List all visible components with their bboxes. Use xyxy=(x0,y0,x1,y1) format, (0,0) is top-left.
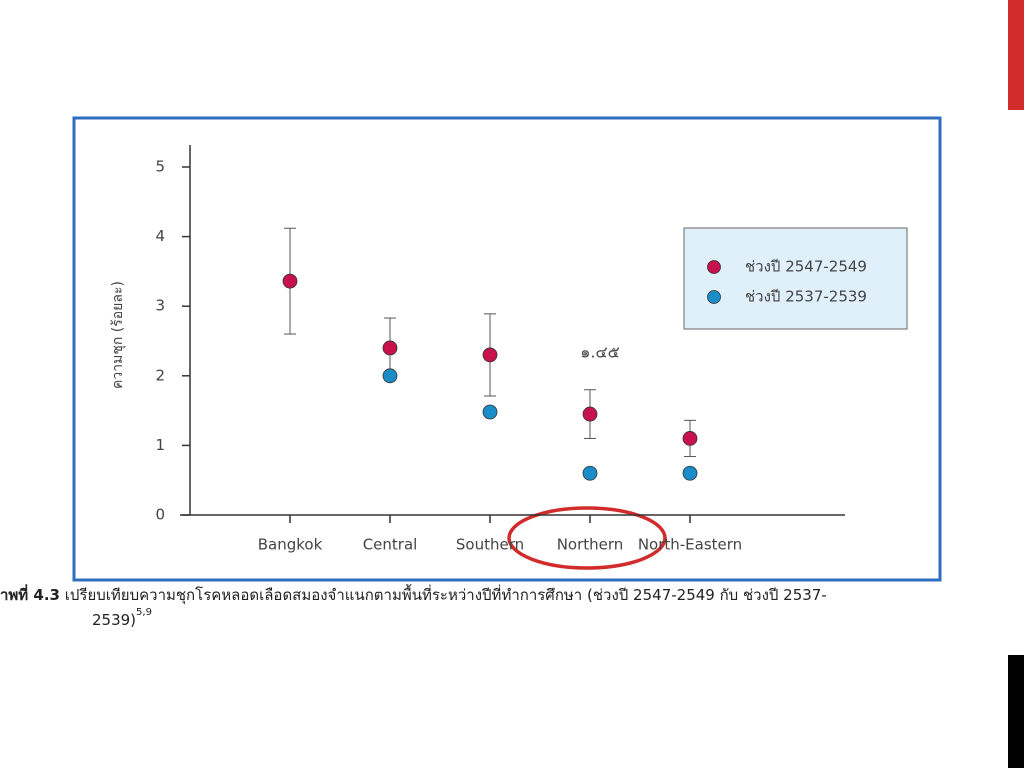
dot xyxy=(382,368,398,384)
caption-ref: 5,9 xyxy=(136,607,152,618)
caption-text: เปรียบเทียบความชุกโรคหลอดเลือดสมองจำแนกต… xyxy=(60,584,827,605)
annotation: ๑.๔๕ xyxy=(580,343,619,362)
y-tick-label: 3 xyxy=(155,297,165,315)
x-tick-label: Bangkok xyxy=(258,536,323,554)
dot xyxy=(682,465,698,481)
x-tick-label: Central xyxy=(363,536,418,554)
caption-label: าพที่ 4.3 xyxy=(0,584,60,604)
dot xyxy=(482,404,498,420)
x-tick-label: Northern xyxy=(557,536,624,554)
dot xyxy=(482,347,498,363)
y-tick-label: 4 xyxy=(155,227,165,245)
legend-marker xyxy=(707,260,721,274)
dot xyxy=(382,340,398,356)
caption: าพที่ 4.3 เปรียบเทียบความชุกโรคหลอดเลือด… xyxy=(0,584,827,605)
y-tick-label: 0 xyxy=(155,506,165,524)
y-tick-label: 5 xyxy=(155,158,165,176)
dot xyxy=(582,465,598,481)
dot xyxy=(282,273,298,289)
legend-label: ช่วงปี 2537-2539 xyxy=(745,288,867,306)
dot xyxy=(582,406,598,422)
legend-marker xyxy=(707,290,721,304)
dot xyxy=(682,431,698,446)
legend-box xyxy=(683,227,908,330)
deco-bar xyxy=(1008,0,1024,110)
chart-frame xyxy=(72,116,942,582)
x-tick-label: North-Eastern xyxy=(638,536,742,554)
x-tick-label: Southern xyxy=(456,536,524,554)
highlight-ellipse xyxy=(507,506,667,570)
y-tick-label: 2 xyxy=(155,366,165,384)
y-tick-label: 1 xyxy=(155,436,165,454)
caption-text: 2539) xyxy=(92,611,136,629)
legend-label: ช่วงปี 2547-2549 xyxy=(745,258,867,276)
caption: 2539)5,9 xyxy=(92,607,152,629)
deco-bar xyxy=(1008,655,1024,768)
y-axis-label: ความชุก (ร้อยละ) xyxy=(110,281,126,389)
